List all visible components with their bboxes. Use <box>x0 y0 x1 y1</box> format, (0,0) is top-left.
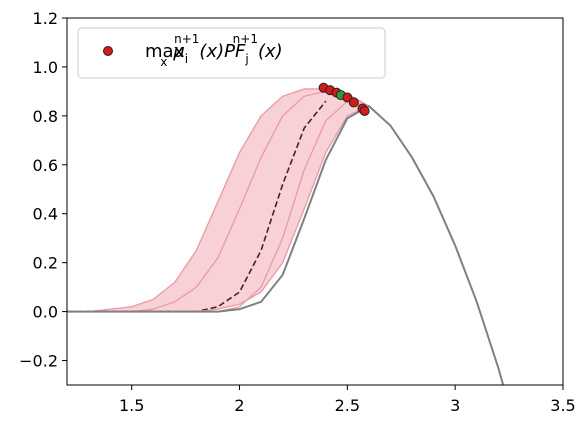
point <box>359 105 370 116</box>
x-tick-label: 3.5 <box>550 396 575 415</box>
x-tick-label: 1.5 <box>119 396 144 415</box>
legend-label-part: (x) <box>258 41 283 62</box>
y-tick-label: 0.6 <box>33 156 58 175</box>
legend-label-part: (x)PF <box>199 41 246 62</box>
legend-label-part: max <box>145 41 185 62</box>
y-tick-label: 0.2 <box>33 254 58 273</box>
line <box>67 104 505 385</box>
plot-area <box>67 82 505 385</box>
y-tick-label: 1.0 <box>33 58 58 77</box>
x-tick-label: 3 <box>450 396 460 415</box>
legend: maxx μin+1(x)PFjn+1(x) <box>77 27 386 79</box>
legend-label-part: n+1 <box>174 32 199 46</box>
y-tick-label: −0.2 <box>19 352 58 371</box>
y-tick-label: 0.8 <box>33 107 58 126</box>
y-tick-label: 0.4 <box>33 205 58 224</box>
legend-label-part: j <box>244 52 248 66</box>
point <box>348 97 359 108</box>
axes-frame <box>66 17 564 386</box>
y-tick-label: 0.0 <box>33 303 58 322</box>
x-tick-label: 2 <box>234 396 244 415</box>
x-tick-label: 2.5 <box>335 396 360 415</box>
band-fill <box>67 88 369 312</box>
legend-label-part: x <box>160 55 167 69</box>
legend-marker <box>103 46 113 56</box>
y-tick-label: 1.2 <box>33 9 58 28</box>
line <box>67 88 370 313</box>
legend-label-part: i <box>185 52 188 66</box>
legend-label-part: μ <box>172 41 184 62</box>
legend-box <box>77 27 386 79</box>
legend-label: maxx μin+1(x)PFjn+1(x) <box>145 32 283 69</box>
legend-label-part: n+1 <box>233 32 258 46</box>
